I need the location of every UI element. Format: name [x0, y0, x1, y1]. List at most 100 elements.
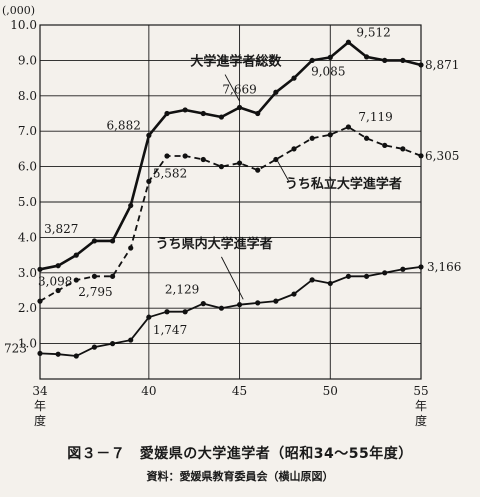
data-point: [200, 156, 206, 163]
data-point: [37, 350, 43, 357]
chart-source: 資料：愛媛県教育委員会（横山原図）: [146, 470, 334, 483]
data-point: [400, 57, 406, 64]
y-tick-label: 10.0: [10, 18, 37, 32]
data-point: [73, 277, 79, 283]
data-point: [164, 110, 170, 117]
data-label: 5,582: [153, 166, 187, 180]
data-label: 2,129: [165, 283, 199, 297]
data-point: [182, 153, 188, 159]
data-point: [400, 266, 406, 272]
data-point: [91, 238, 98, 244]
y-tick-label: 4.0: [18, 230, 37, 244]
y-tick-label: 1.0: [18, 337, 37, 351]
x-tick-suffix: 度: [34, 413, 46, 428]
data-point: [200, 110, 206, 117]
y-tick-label: 8.0: [18, 89, 37, 103]
data-point: [273, 156, 279, 163]
data-label: 3,098: [38, 274, 72, 288]
data-point: [327, 132, 333, 138]
series-points: [37, 39, 424, 359]
y-tick-label: 5.0: [18, 195, 37, 209]
data-point: [418, 62, 424, 68]
x-tick-label: 45: [232, 384, 247, 398]
series-line-2: [39, 266, 422, 357]
data-point: [218, 305, 225, 311]
data-point: [255, 110, 261, 117]
data-point: [55, 351, 61, 357]
data-point: [109, 238, 116, 244]
data-point: [309, 135, 315, 141]
data-label: 2,795: [78, 285, 112, 299]
data-point: [164, 153, 170, 159]
data-point: [345, 39, 352, 45]
data-point: [128, 202, 134, 209]
data-label: 723: [4, 341, 27, 355]
data-point: [255, 300, 261, 306]
y-axis-label: (,000): [2, 4, 35, 17]
x-tick-label: 50: [323, 384, 338, 398]
data-point: [37, 298, 43, 304]
data-point: [236, 104, 243, 111]
data-point: [200, 301, 206, 307]
chart: 1.0 2.0 3.0 4.0 5.0 6.0 7.0 8.0 9.0 10.0(,000) 34 4…: [2, 4, 461, 428]
series-name-label: うち県内大学進学者: [156, 236, 273, 252]
data-label: 7,669: [222, 83, 256, 97]
series-name-label: うち私立大学進学者: [285, 176, 402, 192]
y-tick-label: 3.0: [18, 266, 37, 280]
data-point: [363, 54, 370, 60]
data-point: [55, 287, 61, 294]
data-point: [109, 273, 116, 279]
data-point: [255, 167, 261, 173]
data-point: [327, 54, 333, 60]
data-point: [418, 153, 424, 159]
series-lines: [39, 40, 422, 357]
data-point: [73, 252, 79, 258]
data-point: [382, 142, 388, 148]
series-name-label: 大学進学者総数: [190, 54, 282, 70]
data-point: [218, 164, 225, 170]
y-tick-label: 2.0: [18, 301, 37, 315]
data-point: [55, 263, 61, 269]
data-label: 6,882: [106, 118, 140, 132]
data-point: [164, 309, 170, 315]
data-label: 9,085: [311, 64, 345, 78]
data-point: [146, 132, 152, 138]
data-point: [382, 270, 388, 276]
data-point: [218, 114, 225, 120]
data-point: [309, 57, 315, 64]
x-tick-suffix: 年: [415, 399, 427, 413]
y-tick-label: 9.0: [18, 53, 37, 67]
data-label: 6,305: [425, 149, 459, 163]
data-point: [418, 264, 424, 270]
data-point: [182, 107, 188, 113]
leader-line: [224, 74, 240, 102]
data-point: [236, 302, 243, 308]
data-point: [128, 337, 134, 343]
data-point: [91, 273, 98, 279]
data-labels: 3,098 3,827 6,882 7,669 9,085 9,512 8,871 2,795…: [4, 25, 461, 355]
x-tick-label: 34: [32, 384, 48, 398]
data-label: 3,166: [427, 260, 461, 274]
x-tick-suffix: 年: [34, 399, 46, 413]
data-point: [146, 314, 152, 320]
data-point: [109, 341, 116, 347]
data-point: [382, 57, 388, 64]
data-label: 7,119: [358, 110, 392, 124]
data-point: [291, 146, 297, 152]
data-point: [73, 353, 79, 359]
data-point: [273, 298, 279, 304]
x-tick-label: 40: [141, 384, 156, 398]
x-tick-label: 55: [413, 384, 428, 398]
x-tick-suffix: 度: [415, 413, 427, 428]
data-point: [309, 277, 315, 283]
series-line-0: [39, 40, 422, 271]
axes: 1.0 2.0 3.0 4.0 5.0 6.0 7.0 8.0 9.0 10.0(,000) 34 4…: [2, 4, 429, 428]
data-point: [327, 280, 333, 287]
data-point: [363, 135, 370, 141]
data-label: 8,871: [425, 58, 459, 72]
chart-title: 図３－７ 愛媛県の大学進学者（昭和34～55年度）: [67, 446, 413, 462]
y-tick-label: 7.0: [18, 124, 37, 138]
data-point: [37, 266, 43, 272]
leader-line: [221, 256, 244, 300]
data-point: [182, 309, 188, 315]
